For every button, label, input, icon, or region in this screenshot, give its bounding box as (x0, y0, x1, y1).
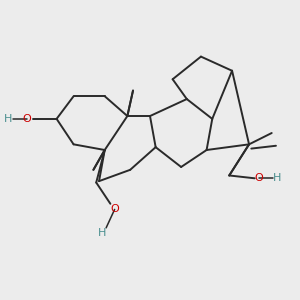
Text: H: H (273, 173, 281, 183)
Text: H: H (4, 114, 13, 124)
Text: O: O (255, 173, 263, 183)
Text: O: O (22, 114, 31, 124)
Text: O: O (110, 204, 119, 214)
Text: H: H (98, 229, 106, 238)
